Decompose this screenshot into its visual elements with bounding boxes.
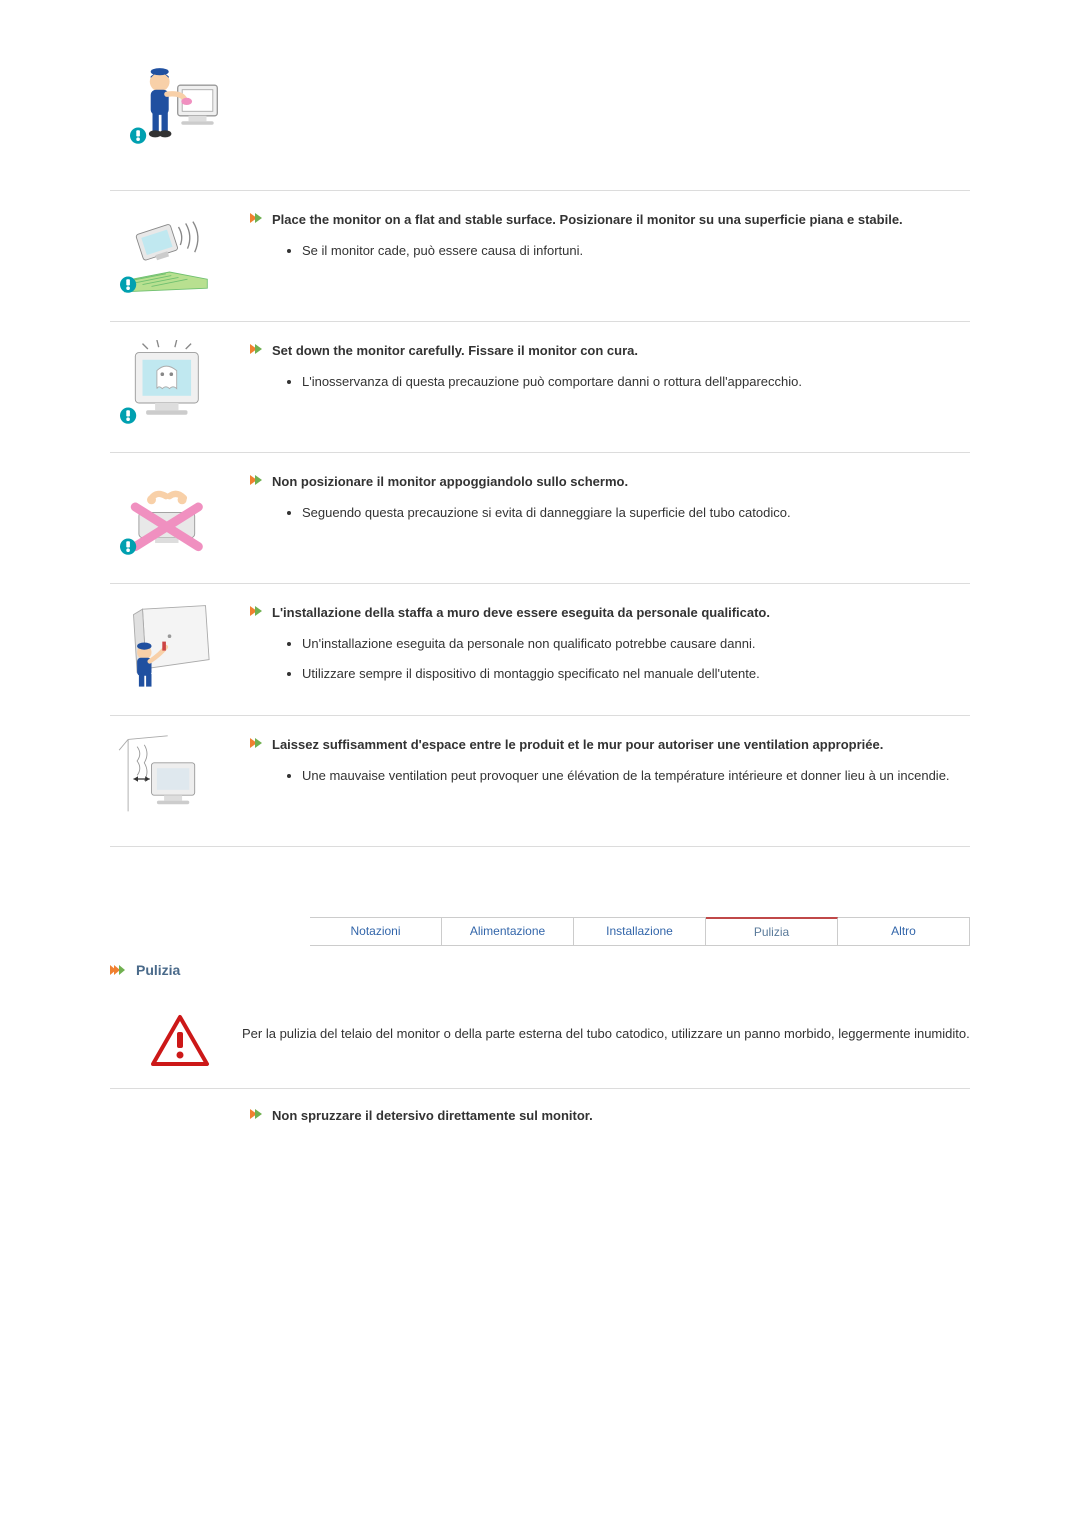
section-no-spray: Non spruzzare il detersivo direttamente …: [250, 1089, 970, 1129]
arrow-bullet-icon: [250, 737, 264, 751]
list-item: Un'installazione eseguita da personale n…: [302, 634, 970, 654]
list-item: Se il monitor cade, può essere causa di …: [302, 241, 970, 261]
list-item: L'inosservanza di questa precauzione può…: [302, 372, 970, 392]
section-list: Seguendo questa precauzione si evita di …: [302, 503, 970, 523]
section-title: Place the monitor on a flat and stable s…: [250, 211, 970, 229]
list-item: Une mauvaise ventilation peut provoquer …: [302, 766, 970, 786]
section-title-text: Non posizionare il monitor appoggiandolo…: [272, 473, 628, 491]
section-set-down: Set down the monitor carefully. Fissare …: [110, 322, 970, 453]
section-list: Se il monitor cade, può essere causa di …: [302, 241, 970, 261]
person-monitor-icon: [120, 60, 230, 150]
illustration-installer: [110, 602, 220, 692]
illustration-intro: [110, 40, 970, 191]
tab-altro[interactable]: Altro: [838, 917, 970, 946]
section-title-text: Place the monitor on a flat and stable s…: [272, 211, 903, 229]
tab-pulizia[interactable]: Pulizia: [706, 917, 838, 946]
illustration-ghost-monitor: [110, 340, 220, 430]
tab-notazioni[interactable]: Notazioni: [310, 917, 442, 946]
section-list: Une mauvaise ventilation peut provoquer …: [302, 766, 970, 786]
section-title: Laissez suffisamment d'espace entre le p…: [250, 736, 970, 754]
section-ventilation: Laissez suffisamment d'espace entre le p…: [110, 716, 970, 847]
illustration-falling-monitor: [110, 209, 220, 299]
section-wall-mount: L'installazione della staffa a muro deve…: [110, 584, 970, 716]
section-list: L'inosservanza di questa precauzione può…: [302, 372, 970, 392]
warning-cleaning: Per la pulizia del telaio del monitor o …: [110, 998, 970, 1089]
illustration-face-down-x: [110, 471, 220, 561]
section-title-text: Set down the monitor carefully. Fissare …: [272, 342, 638, 360]
illustration-ventilation: [110, 734, 220, 824]
warning-triangle-icon: [150, 1014, 210, 1068]
section-list: Un'installazione eseguita da personale n…: [302, 634, 970, 683]
arrow-bullet-icon: [250, 343, 264, 357]
section-title-text: L'installazione della staffa a muro deve…: [272, 604, 770, 622]
warning-text: Per la pulizia del telaio del monitor o …: [242, 1014, 970, 1044]
section-header-text: Pulizia: [136, 962, 180, 978]
arrow-bullet-icon: [250, 1108, 264, 1122]
section-header-pulizia: Pulizia: [110, 962, 970, 978]
arrow-bullet-icon: [250, 474, 264, 488]
double-arrow-bullet-icon: [110, 964, 128, 978]
section-face-down: Non posizionare il monitor appoggiandolo…: [110, 453, 970, 584]
section-title: Non posizionare il monitor appoggiandolo…: [250, 473, 970, 491]
section-title: Set down the monitor carefully. Fissare …: [250, 342, 970, 360]
tab-alimentazione[interactable]: Alimentazione: [442, 917, 574, 946]
arrow-bullet-icon: [250, 605, 264, 619]
arrow-bullet-icon: [250, 212, 264, 226]
tab-installazione[interactable]: Installazione: [574, 917, 706, 946]
list-item: Seguendo questa precauzione si evita di …: [302, 503, 970, 523]
section-title-text: Laissez suffisamment d'espace entre le p…: [272, 736, 883, 754]
section-title: L'installazione della staffa a muro deve…: [250, 604, 970, 622]
section-flat-surface: Place the monitor on a flat and stable s…: [110, 191, 970, 322]
section-title-text: Non spruzzare il detersivo direttamente …: [272, 1107, 593, 1125]
tab-bar: Notazioni Alimentazione Installazione Pu…: [110, 917, 970, 946]
list-item: Utilizzare sempre il dispositivo di mont…: [302, 664, 970, 684]
